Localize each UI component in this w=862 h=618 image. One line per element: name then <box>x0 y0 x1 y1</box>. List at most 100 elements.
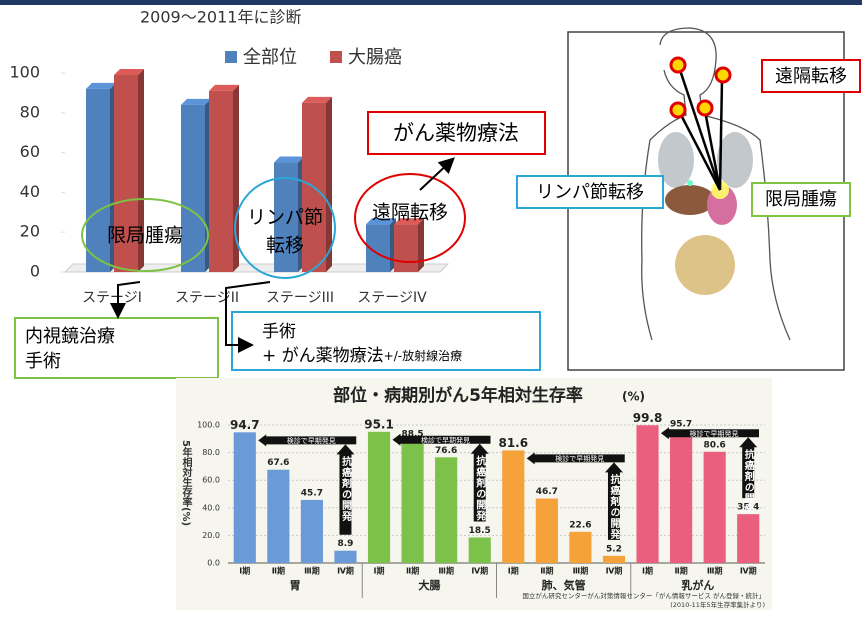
value-label: 95.1 <box>364 417 394 431</box>
early-detection-label: 検診で早期発見 <box>287 436 336 445</box>
bar-top <box>366 218 396 225</box>
bar <box>703 451 726 563</box>
label-box <box>761 59 861 93</box>
y-tick-label: 20.0 <box>202 531 220 540</box>
y-tick-label: 100 <box>9 63 40 82</box>
bar <box>502 450 525 563</box>
arrow <box>225 281 271 353</box>
source-note: (2010-11年5年生存率集計より) <box>670 600 765 609</box>
bar-side <box>418 218 424 272</box>
x-tick-label: Ⅰ期 <box>374 566 385 576</box>
drug-development-label: 抗癌剤の開発 <box>608 473 621 540</box>
x-tick-label: Ⅰ期 <box>508 566 519 576</box>
x-tick-label: Ⅲ期 <box>438 566 454 576</box>
y-tick-label: 80.0 <box>202 448 220 457</box>
early-detection-arrow <box>526 452 625 465</box>
bar <box>114 74 138 273</box>
value-label: 80.6 <box>704 440 726 450</box>
x-tick-label: Ⅱ期 <box>674 566 687 576</box>
value-label: 95.7 <box>670 419 692 429</box>
value-label: 81.6 <box>498 436 528 450</box>
y-axis-label: 5年相対生存率(%) <box>180 440 193 526</box>
bar <box>535 498 558 563</box>
drug-development-arrow <box>739 437 758 499</box>
y-tick-label: 0 <box>30 262 40 281</box>
x-tick-label: ステージIII <box>266 290 334 306</box>
lung <box>717 132 753 188</box>
drug-development-label: 抗癌剤の開発 <box>742 448 755 515</box>
x-tick-label: Ⅱ期 <box>272 566 285 576</box>
callout-text: リンパ節 <box>247 207 323 229</box>
bar-top <box>114 68 144 75</box>
bar <box>300 499 323 563</box>
x-tick-label: Ⅰ期 <box>642 566 653 576</box>
value-label: 45.7 <box>301 488 323 498</box>
group-label: 大腸 <box>418 578 440 592</box>
x-tick-label: Ⅳ期 <box>606 566 623 576</box>
callouts: がん薬物療法 内視鏡治療 手術 手術 + がん薬物療法+/-放射線治療 <box>14 111 546 379</box>
early-detection-label: 検診で早期発見 <box>555 454 604 463</box>
early-detection-arrow <box>258 434 357 447</box>
value-label: 99.8 <box>633 411 663 425</box>
top-bar <box>0 0 862 5</box>
legend-swatch <box>225 51 237 63</box>
bar-top <box>274 156 304 163</box>
x-tick-label: Ⅰ期 <box>239 566 250 576</box>
value-label: 46.7 <box>536 487 558 497</box>
bar <box>334 550 357 563</box>
x-tick-label: ステージII <box>175 290 239 306</box>
callout-text: +/-放射線治療 <box>384 348 462 363</box>
lymph-node <box>687 180 693 186</box>
early-detection-label: 検診で早期発見 <box>421 435 470 444</box>
callout-text: 転移 <box>266 235 304 257</box>
bar <box>274 162 298 272</box>
callout-text: + がん薬物療法 <box>262 346 384 366</box>
x-tick-label: Ⅳ期 <box>471 566 488 576</box>
bar <box>233 432 256 563</box>
value-label: 22.6 <box>569 520 591 530</box>
y-tick-label: 100.0 <box>197 421 220 430</box>
bar <box>670 430 693 563</box>
highlight-circle <box>234 177 336 279</box>
callout-text: 遠隔転移 <box>372 202 448 224</box>
lung <box>658 132 694 188</box>
value-label: 94.7 <box>230 418 260 432</box>
callout-box <box>231 311 541 371</box>
x-tick-label: Ⅱ期 <box>406 566 419 576</box>
bar-top <box>86 82 116 89</box>
callout-text: 手術 <box>25 351 61 372</box>
metastasis-arrows <box>678 69 724 191</box>
y-tick-label: 60.0 <box>202 476 220 485</box>
bar <box>569 531 592 563</box>
y-tick-label: 0.0 <box>207 559 220 568</box>
intestine <box>675 235 735 295</box>
bar <box>468 537 491 563</box>
value-label: 18.5 <box>469 526 491 536</box>
bar <box>394 224 418 272</box>
bar-top <box>394 218 424 225</box>
y-tick-label: 40.0 <box>202 503 220 512</box>
y-tick-label: 20 <box>20 222 40 241</box>
bar-top <box>181 98 211 105</box>
drug-development-arrow <box>336 444 355 535</box>
group-label: 胃 <box>290 579 301 592</box>
drug-development-label: 抗癌剤の開発 <box>339 455 352 522</box>
diagram-label: リンパ節転移 <box>536 182 644 203</box>
bar-side <box>138 68 144 273</box>
drug-development-arrow <box>604 462 623 540</box>
diagram-label: 遠隔転移 <box>775 66 847 87</box>
diagram-label: 限局腫瘍 <box>765 189 837 210</box>
x-tick-label: Ⅲ期 <box>707 566 723 576</box>
metastasis-sites <box>669 56 732 119</box>
highlight-ellipse <box>354 173 466 263</box>
chart-unit: (%) <box>622 390 645 404</box>
value-label: 35.4 <box>737 503 759 513</box>
bar <box>737 514 760 563</box>
callout-box <box>14 317 219 379</box>
body-outline <box>641 27 791 341</box>
callout-text: 手術 <box>262 322 296 342</box>
bar <box>181 104 205 272</box>
group-label: 乳がん <box>681 578 714 592</box>
